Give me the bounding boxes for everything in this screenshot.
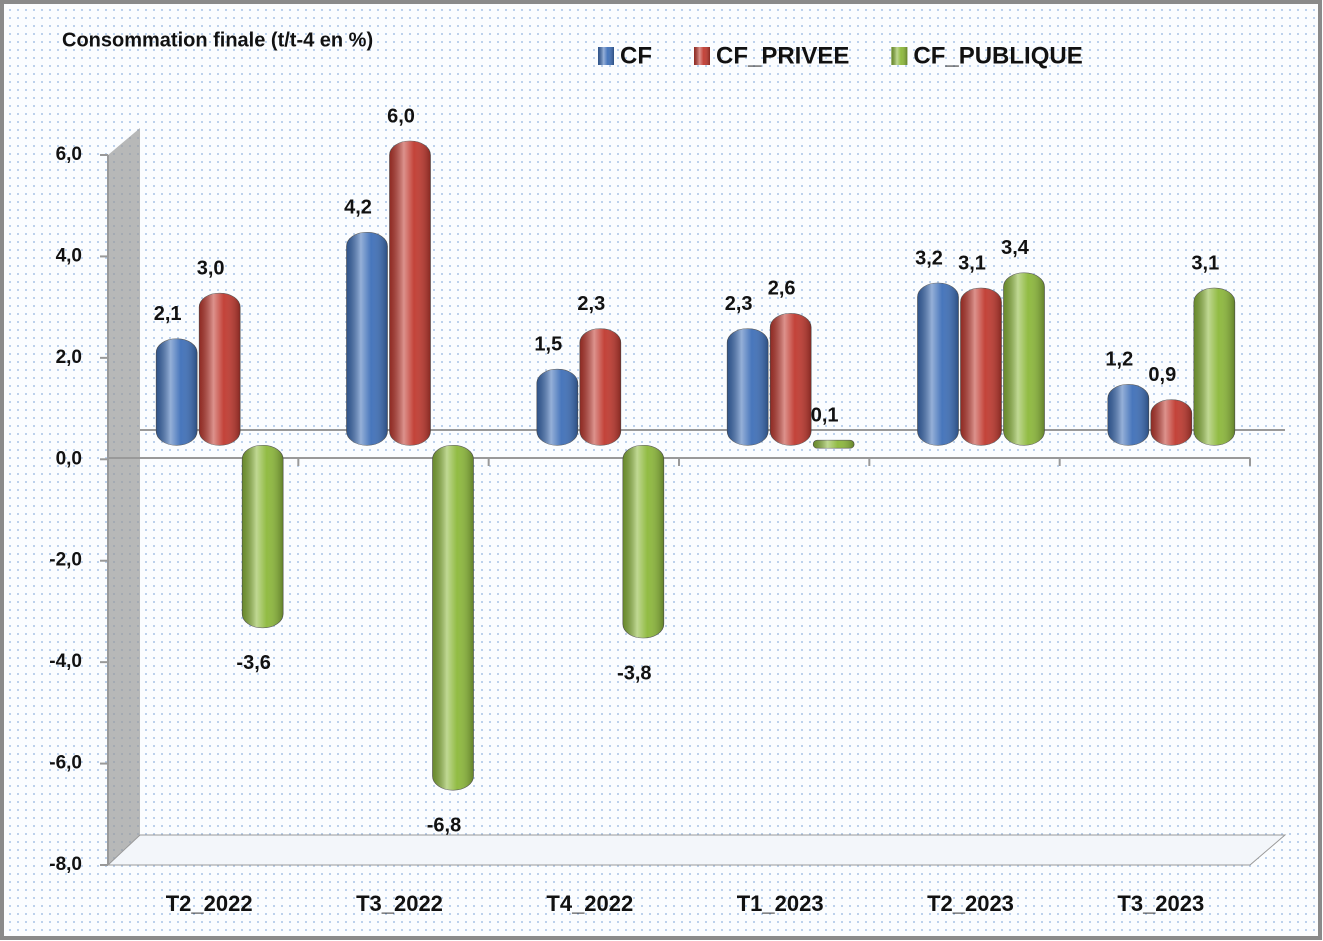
y-tick-label: 2,0 [56, 347, 82, 368]
bar-shine [1107, 384, 1149, 446]
legend-swatch-shine [891, 47, 908, 65]
bar-shine [1150, 399, 1192, 446]
bar-shine [199, 293, 241, 446]
value-label: 3,1 [958, 252, 986, 274]
bar-shine [1193, 288, 1235, 446]
value-label: 1,2 [1105, 349, 1133, 371]
x-tick-label: T1_2023 [737, 891, 824, 916]
value-label: 6,0 [387, 105, 415, 127]
value-label: 2,6 [768, 278, 796, 300]
value-label: 3,1 [1191, 252, 1219, 274]
x-tick-label: T3_2022 [356, 891, 443, 916]
value-label: -3,8 [617, 662, 651, 684]
bar-shine [960, 288, 1002, 446]
value-label: 4,2 [344, 197, 372, 219]
bar-shine [813, 440, 855, 449]
value-label: 0,9 [1148, 364, 1176, 386]
legend-label: CF_PRIVEE [716, 42, 849, 69]
bar-shine [346, 232, 388, 446]
value-label: 2,3 [725, 293, 753, 315]
value-label: 1,5 [534, 333, 562, 355]
bar-shine [622, 445, 664, 638]
value-label: 0,1 [811, 404, 839, 426]
y-tick-label: 4,0 [56, 245, 82, 266]
value-label: 2,3 [577, 293, 605, 315]
chart-title: Consommation finale (t/t-4 en %) [62, 29, 373, 51]
bar-shine [389, 141, 431, 446]
bar-shine [242, 445, 284, 628]
floor [106, 834, 1287, 866]
bar-shine [917, 283, 959, 446]
value-label: 3,4 [1001, 237, 1030, 259]
bar-shine [536, 369, 578, 446]
y-tick-label: -8,0 [49, 854, 82, 875]
value-label: -6,8 [427, 814, 461, 836]
y-tick-label: -4,0 [49, 651, 82, 672]
legend-swatch-shine [694, 47, 710, 65]
x-tick-label: T4_2022 [546, 891, 633, 916]
y-tick-label: -2,0 [49, 550, 82, 571]
bar-shine [432, 445, 474, 791]
value-label: -3,6 [236, 652, 270, 674]
legend-swatch-shine [598, 47, 614, 65]
bar-shine [156, 338, 198, 446]
legend-label: CF_PUBLIQUE [913, 42, 1082, 69]
value-label: 3,2 [915, 247, 943, 269]
x-tick-label: T2_2022 [166, 891, 253, 916]
bar-shine [727, 328, 769, 446]
left-wall [108, 128, 140, 865]
bar-shine [1003, 272, 1045, 446]
value-label: 2,1 [154, 303, 182, 325]
legend-label: CF [620, 42, 652, 69]
y-tick-label: -6,0 [49, 753, 82, 774]
y-tick-label: 0,0 [56, 448, 82, 469]
x-tick-label: T3_2023 [1117, 891, 1204, 916]
bar-shine [579, 328, 621, 446]
bar-shine [770, 313, 812, 446]
value-label: 3,0 [197, 257, 225, 279]
y-tick-label: 6,0 [56, 144, 82, 165]
x-tick-label: T2_2023 [927, 891, 1014, 916]
